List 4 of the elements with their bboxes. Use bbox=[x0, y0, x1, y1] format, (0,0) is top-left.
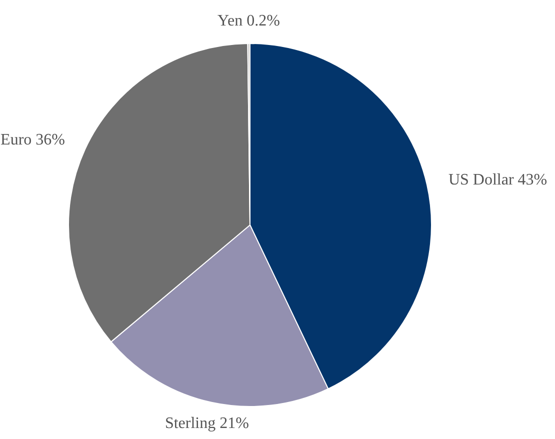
slice-label: Yen 0.2% bbox=[218, 12, 280, 30]
slice-label: US Dollar 43% bbox=[448, 171, 548, 188]
slice-label: Euro 36% bbox=[0, 131, 65, 148]
slice-label: Sterling 21% bbox=[164, 415, 249, 432]
